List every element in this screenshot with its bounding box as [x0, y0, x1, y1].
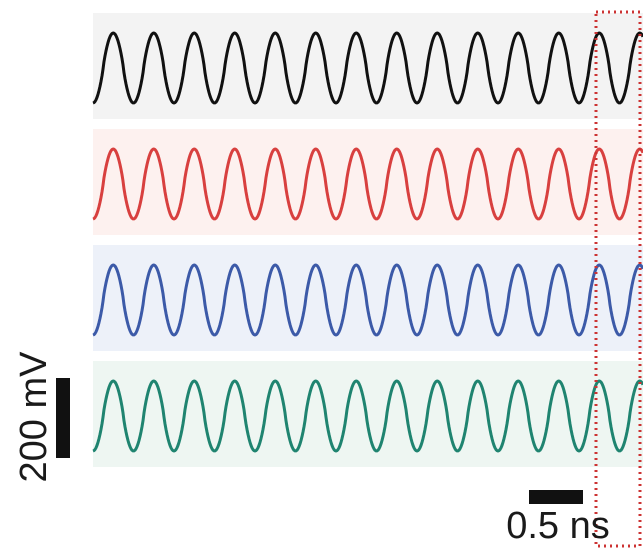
time-scale-bar: [529, 490, 583, 504]
trace-line-4: [92, 379, 643, 453]
trace-line-3: [92, 263, 643, 337]
voltage-scale-label: 200 mV: [13, 351, 55, 483]
trace-line-2: [92, 147, 643, 221]
trace-line-1: [92, 31, 643, 105]
voltage-scale-bar: [56, 378, 70, 458]
trace-bands: [93, 13, 643, 467]
highlight-box: [594, 10, 642, 548]
trace-lines: [92, 31, 643, 453]
time-scale-label: 0.5 ns: [506, 505, 610, 547]
